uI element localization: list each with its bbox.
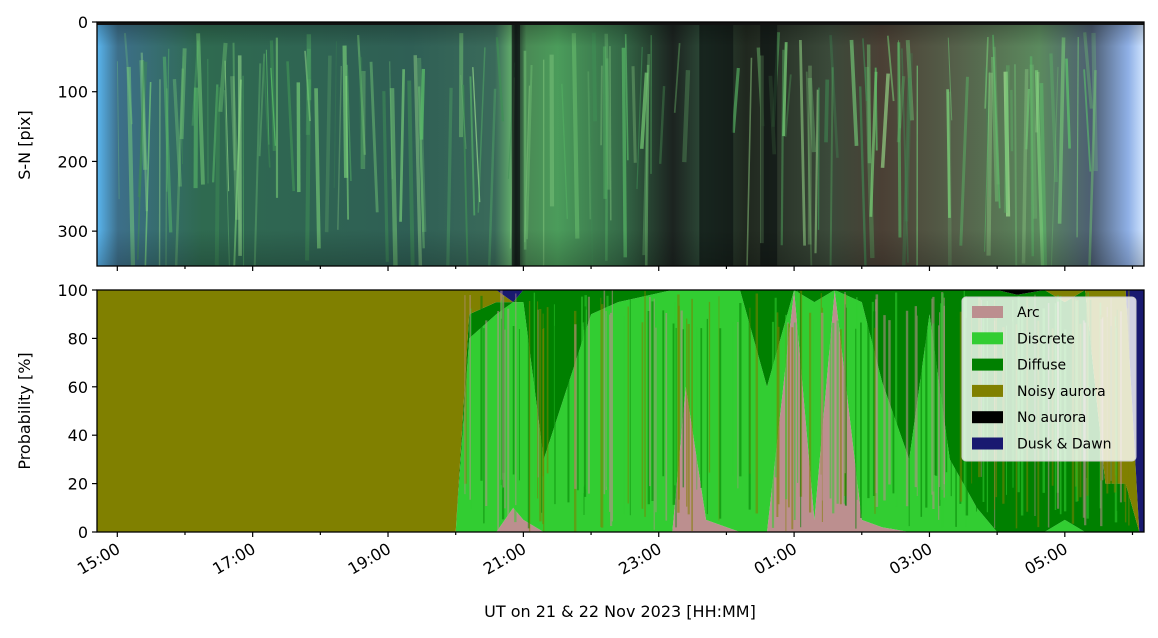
y-tick-label: 100 bbox=[57, 281, 88, 300]
legend-swatch-discrete bbox=[972, 332, 1003, 345]
y-tick-label: 60 bbox=[68, 378, 88, 397]
x-tick-label: 19:00 bbox=[345, 539, 394, 579]
keogram-frame bbox=[96, 21, 1145, 267]
x-tick-label: 03:00 bbox=[886, 539, 935, 579]
x-axis-label: UT on 21 & 22 Nov 2023 [HH:MM] bbox=[484, 602, 756, 621]
legend-label-dusk-dawn: Dusk & Dawn bbox=[1017, 437, 1112, 453]
y-tick-label: 80 bbox=[68, 329, 88, 348]
probability-y-ticks: 0 20 40 60 80 100 bbox=[57, 281, 97, 542]
y-tick-label: 0 bbox=[78, 523, 88, 542]
probability-frame bbox=[96, 289, 1145, 533]
legend-label-diffuse: Diffuse bbox=[1017, 358, 1066, 374]
y-tick-label: 0 bbox=[78, 13, 88, 32]
area-noisy-aurora bbox=[97, 290, 1144, 532]
area-diffuse bbox=[97, 290, 1144, 532]
legend-label-arc: Arc bbox=[1017, 305, 1040, 321]
x-tick-label: 23:00 bbox=[615, 539, 664, 579]
x-tick-label: 15:00 bbox=[74, 539, 123, 579]
legend-label-noisy-aurora: Noisy aurora bbox=[1017, 384, 1106, 400]
keogram-panel: 0 100 200 300 S-N [pix] bbox=[15, 13, 1145, 271]
probability-y-label: Probability [%] bbox=[15, 352, 34, 469]
probability-areas bbox=[97, 290, 1144, 532]
x-tick-label: 05:00 bbox=[1021, 539, 1070, 579]
x-tick-label: 21:00 bbox=[480, 539, 529, 579]
legend-label-no-aurora: No aurora bbox=[1017, 410, 1086, 426]
legend-box bbox=[961, 296, 1137, 462]
legend-label-discrete: Discrete bbox=[1017, 331, 1075, 347]
legend: Arc Discrete Diffuse Noisy aurora No aurora D… bbox=[961, 296, 1137, 462]
keogram-x-ticks bbox=[116, 266, 1134, 271]
y-tick-label: 40 bbox=[68, 426, 88, 445]
keogram-y-ticks: 0 100 200 300 bbox=[57, 13, 97, 241]
y-tick-label: 200 bbox=[57, 152, 88, 171]
x-tick-label: 01:00 bbox=[751, 539, 800, 579]
legend-swatch-dusk-dawn bbox=[972, 437, 1003, 450]
legend-swatch-diffuse bbox=[972, 358, 1003, 371]
area-discrete bbox=[97, 290, 1144, 532]
legend-swatch-noisy-aurora bbox=[972, 384, 1003, 397]
y-tick-label: 300 bbox=[57, 222, 88, 241]
legend-swatch-no-aurora bbox=[972, 411, 1003, 424]
y-tick-label: 20 bbox=[68, 475, 88, 494]
legend-swatch-arc bbox=[972, 306, 1003, 318]
y-tick-label: 100 bbox=[57, 83, 88, 102]
keogram-y-label: S-N [pix] bbox=[15, 110, 34, 180]
x-tick-label: 17:00 bbox=[209, 539, 258, 579]
probability-x-ticks: 15:00 17:00 19:00 21:00 23:00 01:00 03:00 05:00 bbox=[74, 532, 1134, 579]
probability-panel: 0 20 40 60 80 100 15:00 17:00 19:00 21:00 23:00 01… bbox=[15, 281, 1145, 621]
